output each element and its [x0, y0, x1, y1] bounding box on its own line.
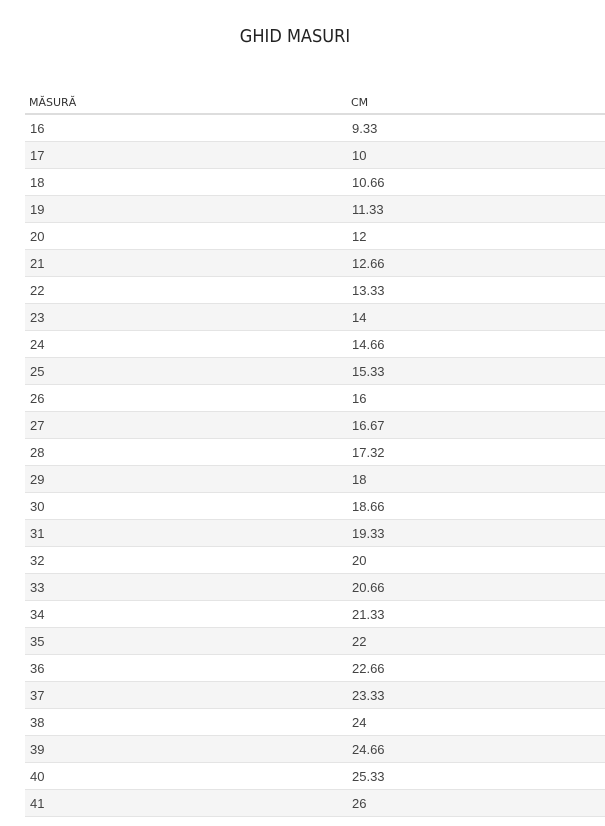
table-row: 25 15.33 — [25, 357, 605, 385]
size-cell: 27 — [25, 411, 347, 439]
table-header-row: MĂSURĂ CM — [25, 91, 605, 115]
size-cell: 22 — [25, 276, 347, 304]
size-cell: 23 — [25, 303, 347, 331]
cm-cell: 19.33 — [347, 519, 605, 547]
cm-cell: 22 — [347, 627, 605, 655]
table-row: 41 26 — [25, 789, 605, 817]
size-cell: 21 — [25, 249, 347, 277]
table-row: 37 23.33 — [25, 681, 605, 709]
table-row: 28 17.32 — [25, 438, 605, 466]
table-row: 40 25.33 — [25, 762, 605, 790]
table-row: 26 16 — [25, 384, 605, 412]
cm-cell: 10 — [347, 141, 605, 169]
cm-cell: 17.32 — [347, 438, 605, 466]
table-row: 18 10.66 — [25, 168, 605, 196]
cm-cell: 26 — [347, 789, 605, 817]
size-cell: 24 — [25, 330, 347, 358]
cm-cell: 18 — [347, 465, 605, 493]
size-cell: 32 — [25, 546, 347, 574]
size-cell: 33 — [25, 573, 347, 601]
table-row: 30 18.66 — [25, 492, 605, 520]
size-guide-table: MĂSURĂ CM 16 9.33 17 10 18 10.66 19 11.33 20 12 21… — [25, 91, 605, 817]
cm-cell: 18.66 — [347, 492, 605, 520]
cm-cell: 14 — [347, 303, 605, 331]
cm-cell: 12 — [347, 222, 605, 250]
cm-cell: 23.33 — [347, 681, 605, 709]
table-row: 36 22.66 — [25, 654, 605, 682]
size-cell: 35 — [25, 627, 347, 655]
size-cell: 40 — [25, 762, 347, 790]
size-cell: 26 — [25, 384, 347, 412]
cm-cell: 16.67 — [347, 411, 605, 439]
table-row: 16 9.33 — [25, 114, 605, 142]
table-row: 27 16.67 — [25, 411, 605, 439]
size-cell: 20 — [25, 222, 347, 250]
table-row: 31 19.33 — [25, 519, 605, 547]
size-cell: 41 — [25, 789, 347, 817]
size-cell: 30 — [25, 492, 347, 520]
cm-cell: 20.66 — [347, 573, 605, 601]
cm-cell: 13.33 — [347, 276, 605, 304]
column-header-size: MĂSURĂ — [25, 91, 347, 115]
size-cell: 36 — [25, 654, 347, 682]
table-row: 20 12 — [25, 222, 605, 250]
cm-cell: 9.33 — [347, 114, 605, 142]
cm-cell: 14.66 — [347, 330, 605, 358]
cm-cell: 20 — [347, 546, 605, 574]
table-row: 22 13.33 — [25, 276, 605, 304]
table-row: 24 14.66 — [25, 330, 605, 358]
table-row: 38 24 — [25, 708, 605, 736]
column-header-cm: CM — [347, 91, 605, 115]
table-row: 17 10 — [25, 141, 605, 169]
table-row: 32 20 — [25, 546, 605, 574]
size-cell: 34 — [25, 600, 347, 628]
cm-cell: 11.33 — [347, 195, 605, 223]
cm-cell: 24.66 — [347, 735, 605, 763]
table-row: 35 22 — [25, 627, 605, 655]
table-row: 33 20.66 — [25, 573, 605, 601]
size-cell: 31 — [25, 519, 347, 547]
table-row: 19 11.33 — [25, 195, 605, 223]
size-cell: 39 — [25, 735, 347, 763]
cm-cell: 16 — [347, 384, 605, 412]
size-cell: 25 — [25, 357, 347, 385]
table-row: 23 14 — [25, 303, 605, 331]
table-row: 34 21.33 — [25, 600, 605, 628]
size-cell: 38 — [25, 708, 347, 736]
size-cell: 18 — [25, 168, 347, 196]
size-cell: 19 — [25, 195, 347, 223]
cm-cell: 24 — [347, 708, 605, 736]
table-row: 21 12.66 — [25, 249, 605, 277]
cm-cell: 21.33 — [347, 600, 605, 628]
size-cell: 28 — [25, 438, 347, 466]
table-row: 29 18 — [25, 465, 605, 493]
page-title: GHID MASURI — [239, 26, 351, 47]
cm-cell: 15.33 — [347, 357, 605, 385]
cm-cell: 25.33 — [347, 762, 605, 790]
size-cell: 29 — [25, 465, 347, 493]
size-cell: 17 — [25, 141, 347, 169]
cm-cell: 12.66 — [347, 249, 605, 277]
cm-cell: 22.66 — [347, 654, 605, 682]
size-cell: 16 — [25, 114, 347, 142]
table-row: 39 24.66 — [25, 735, 605, 763]
size-cell: 37 — [25, 681, 347, 709]
cm-cell: 10.66 — [347, 168, 605, 196]
